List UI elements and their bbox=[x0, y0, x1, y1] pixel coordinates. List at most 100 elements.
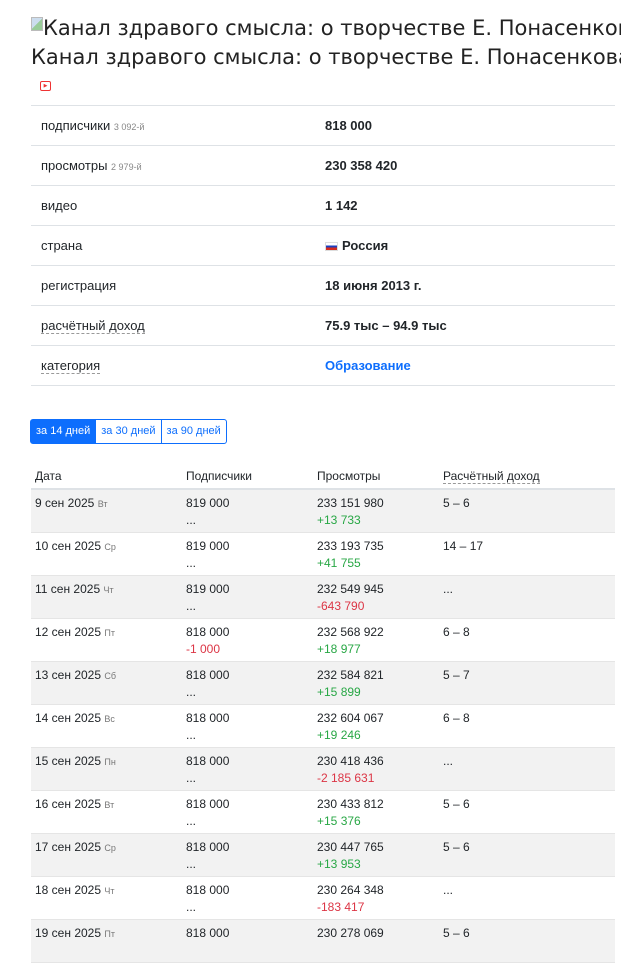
info-videos: видео 1 142 bbox=[31, 186, 615, 226]
views-delta: -643 790 bbox=[317, 599, 365, 613]
views: 233 193 735 bbox=[317, 539, 384, 553]
subscribers-delta: ... bbox=[186, 814, 197, 828]
income: ... bbox=[443, 754, 454, 768]
day-of-week: Чт bbox=[103, 585, 114, 595]
info-registration: регистрация 18 июня 2013 г. bbox=[31, 266, 615, 306]
broken-image-icon bbox=[31, 17, 43, 31]
period-14-button[interactable]: за 14 дней bbox=[30, 419, 97, 444]
income: 6 – 8 bbox=[443, 711, 470, 725]
subscribers-delta: ... bbox=[186, 900, 197, 914]
day-of-week: Пт bbox=[104, 929, 115, 939]
table-row: 14 сен 2025 Вс 818 000... 232 604 067 +19… bbox=[31, 705, 615, 748]
subscribers-delta: ... bbox=[186, 685, 197, 699]
info-subscribers: подписчики 3 092-й 818 000 bbox=[31, 106, 615, 146]
info-category: категория Образование bbox=[31, 346, 615, 386]
header-date: Дата bbox=[35, 469, 62, 483]
subscribers-delta: ... bbox=[186, 728, 197, 742]
daily-stats-table: Дата Подписчики Просмотры Расчётный дохо… bbox=[31, 464, 615, 963]
header-subscribers: Подписчики bbox=[186, 469, 253, 483]
channel-title: Канал здравого смысла: о творчестве Е. П… bbox=[31, 45, 621, 69]
views-delta: +18 977 bbox=[317, 642, 361, 656]
category-link[interactable]: Образование bbox=[325, 358, 411, 373]
table-row: 13 сен 2025 Сб 818 000... 232 584 821 +15… bbox=[31, 662, 615, 705]
income: ... bbox=[443, 582, 454, 596]
channel-info-table: подписчики 3 092-й 818 000 просмотры 2 97… bbox=[31, 105, 615, 386]
value: 818 000 bbox=[325, 118, 372, 133]
day-of-week: Сб bbox=[104, 671, 117, 681]
period-30-button[interactable]: за 30 дней bbox=[95, 419, 162, 444]
period-90-button[interactable]: за 90 дней bbox=[160, 419, 227, 444]
subscribers-delta: ... bbox=[186, 599, 197, 613]
subscribers-delta: ... bbox=[186, 771, 197, 785]
views: 232 584 821 bbox=[317, 668, 384, 682]
table-header: Дата Подписчики Просмотры Расчётный дохо… bbox=[31, 464, 615, 490]
date: 14 сен 2025 bbox=[35, 711, 102, 725]
header-income[interactable]: Расчётный доход bbox=[443, 469, 540, 484]
views-delta: +15 376 bbox=[317, 814, 361, 828]
date: 13 сен 2025 bbox=[35, 668, 102, 682]
table-row: 17 сен 2025 Ср 818 000... 230 447 765 +13… bbox=[31, 834, 615, 877]
subscribers: 818 000 bbox=[186, 754, 230, 768]
value: 1 142 bbox=[325, 198, 358, 213]
label: регистрация bbox=[41, 278, 117, 293]
subscribers-delta: ... bbox=[186, 513, 197, 527]
table-row: 10 сен 2025 Ср 819 000... 233 193 735 +41… bbox=[31, 533, 615, 576]
period-selector: за 14 дней за 30 дней за 90 дней bbox=[30, 419, 227, 444]
table-row: 11 сен 2025 Чт 819 000... 232 549 945 -64… bbox=[31, 576, 615, 619]
income: 6 – 8 bbox=[443, 625, 470, 639]
subscribers-delta: -1 000 bbox=[186, 642, 221, 656]
views: 230 433 812 bbox=[317, 797, 384, 811]
date: 11 сен 2025 bbox=[35, 582, 101, 596]
subscribers: 819 000 bbox=[186, 539, 230, 553]
day-of-week: Пт bbox=[104, 628, 115, 638]
rank: 3 092-й bbox=[113, 122, 145, 132]
table-row: 12 сен 2025 Пт 818 000 -1 000 232 568 922… bbox=[31, 619, 615, 662]
subscribers: 818 000 bbox=[186, 883, 230, 897]
income: 5 – 6 bbox=[443, 496, 470, 510]
views-delta: +15 899 bbox=[317, 685, 361, 699]
table-row: 19 сен 2025 Пт 818 000 230 278 069 5 – 6 bbox=[31, 920, 615, 963]
views: 230 264 348 bbox=[317, 883, 384, 897]
date: 17 сен 2025 bbox=[35, 840, 102, 854]
subscribers: 819 000 bbox=[186, 496, 230, 510]
label: страна bbox=[41, 238, 83, 253]
subscribers-delta: ... bbox=[186, 556, 197, 570]
income: ... bbox=[443, 883, 454, 897]
table-row: 15 сен 2025 Пн 818 000... 230 418 436 -2 … bbox=[31, 748, 615, 791]
table-row: 16 сен 2025 Вт 818 000... 230 433 812 +15… bbox=[31, 791, 615, 834]
channel-avatar-broken-image: Канал здравого смысла: о творчестве Е. П… bbox=[31, 14, 621, 43]
date: 10 сен 2025 bbox=[35, 539, 102, 553]
views-delta: +13 953 bbox=[317, 857, 361, 871]
value: Россия bbox=[342, 238, 389, 253]
views-delta: +13 733 bbox=[317, 513, 361, 527]
views: 233 151 980 bbox=[317, 496, 384, 510]
income: 5 – 6 bbox=[443, 797, 470, 811]
day-of-week: Чт bbox=[104, 886, 115, 896]
day-of-week: Ср bbox=[104, 542, 116, 552]
date: 12 сен 2025 bbox=[35, 625, 102, 639]
views: 230 418 436 bbox=[317, 754, 384, 768]
label-tooltip[interactable]: категория bbox=[41, 358, 101, 374]
views: 232 549 945 bbox=[317, 582, 384, 596]
day-of-week: Вт bbox=[104, 800, 115, 810]
youtube-icon[interactable]: ▶ bbox=[40, 81, 51, 91]
label-tooltip[interactable]: расчётный доход bbox=[41, 318, 145, 334]
views-delta: +41 755 bbox=[317, 556, 361, 570]
russia-flag-icon bbox=[325, 242, 338, 252]
label: просмотры bbox=[41, 158, 108, 173]
channel-title-block: Канал здравого смысла: о творчестве Е. П… bbox=[31, 14, 621, 72]
table-row: 9 сен 2025 Вт 819 000... 233 151 980 +13 … bbox=[31, 490, 615, 533]
income: 5 – 6 bbox=[443, 840, 470, 854]
day-of-week: Ср bbox=[104, 843, 116, 853]
income: 5 – 6 bbox=[443, 926, 470, 940]
date: 15 сен 2025 bbox=[35, 754, 102, 768]
value: 18 июня 2013 г. bbox=[325, 278, 422, 293]
subscribers: 819 000 bbox=[186, 582, 230, 596]
header-views: Просмотры bbox=[317, 469, 381, 483]
views-delta: -183 417 bbox=[317, 900, 365, 914]
subscribers: 818 000 bbox=[186, 668, 230, 682]
label: видео bbox=[41, 198, 78, 213]
subscribers-delta: ... bbox=[186, 857, 197, 871]
subscribers: 818 000 bbox=[186, 926, 230, 940]
date: 19 сен 2025 bbox=[35, 926, 102, 940]
